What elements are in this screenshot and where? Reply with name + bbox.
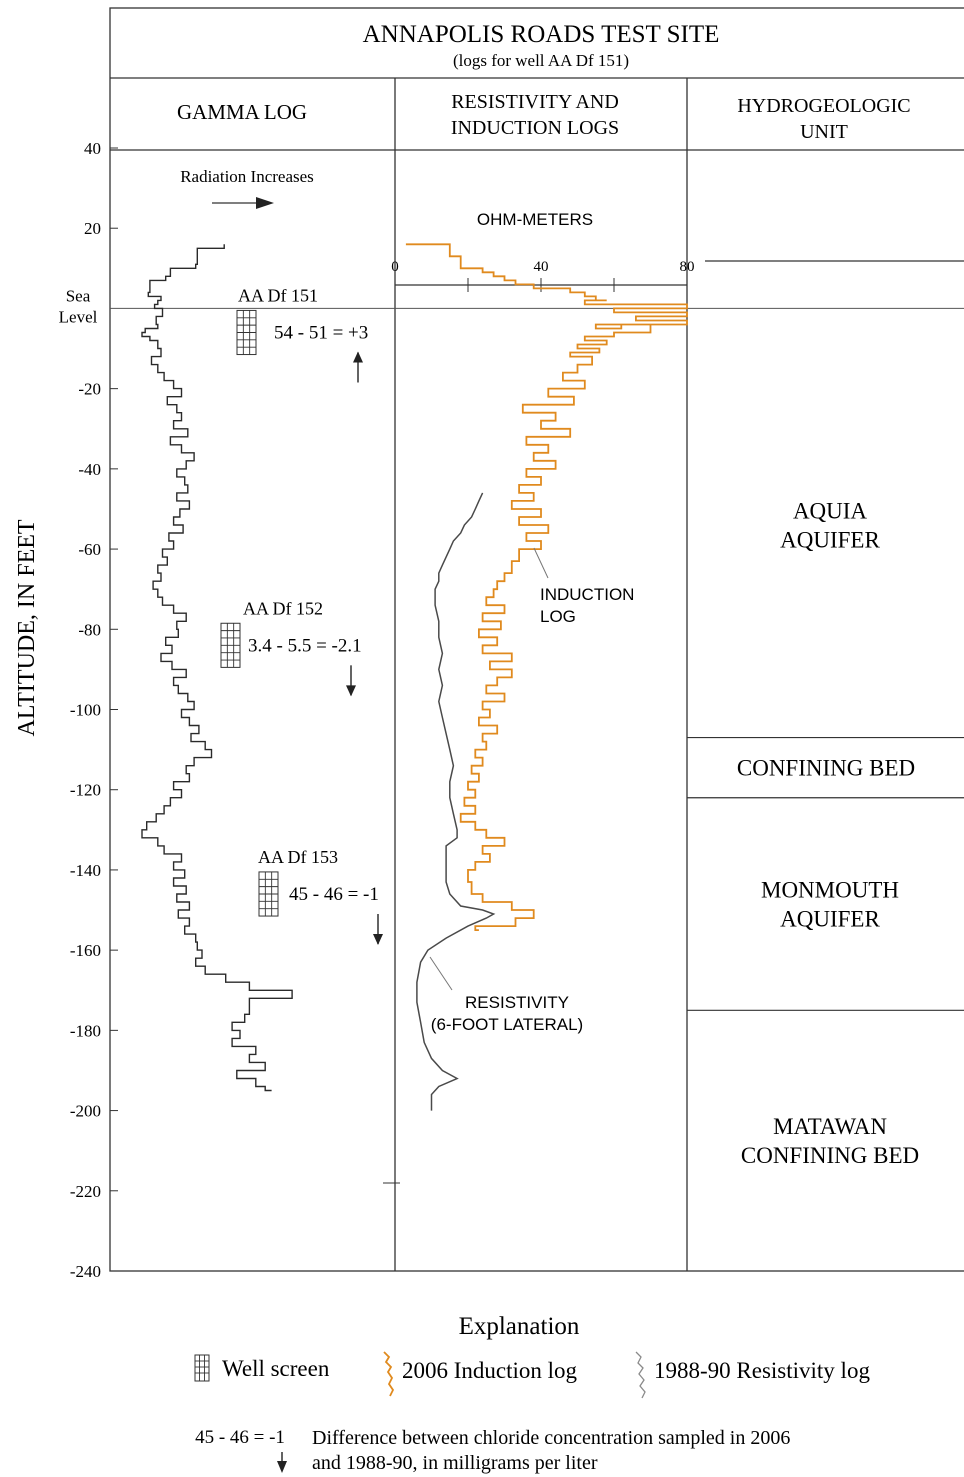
y-tick-label: -40 xyxy=(78,460,101,479)
panel-title-units-line2: UNIT xyxy=(800,121,848,143)
y-tick-label: -200 xyxy=(70,1102,101,1121)
chart-subtitle: (logs for well AA Df 151) xyxy=(453,51,629,70)
induction-log-line xyxy=(405,243,688,931)
arrow-up-icon xyxy=(353,351,363,383)
ohm-tick-label: 40 xyxy=(534,259,549,275)
well-equation: 54 - 51 = +3 xyxy=(274,322,368,343)
unit-label: CONFINING BED xyxy=(741,1143,919,1168)
y-tick-label: -140 xyxy=(70,861,101,880)
unit-label: AQUIFER xyxy=(780,907,880,932)
well-screen-icon xyxy=(258,871,279,917)
unit-label: CONFINING BED xyxy=(737,756,915,781)
outer-frame xyxy=(109,7,964,1272)
y-tick-label: -60 xyxy=(78,540,101,559)
legend-induction-icon xyxy=(383,1351,395,1397)
y-axis-label: ALTITUDE, IN FEET xyxy=(14,519,40,736)
panel-title-gamma: GAMMA LOG xyxy=(177,100,307,124)
unit-label: MATAWAN xyxy=(773,1114,887,1139)
well-name: AA Df 153 xyxy=(258,847,338,867)
sea-level-label-line1: Sea xyxy=(66,286,91,305)
y-tick-label: -160 xyxy=(70,941,101,960)
y-tick-label: 40 xyxy=(84,139,101,158)
legend-down-arrow-icon xyxy=(277,1452,287,1473)
legend: Explanation Well screen 2006 Induction l… xyxy=(194,1313,870,1474)
well-equation: 45 - 46 = -1 xyxy=(289,884,379,905)
legend-sample-equation: 45 - 46 = -1 xyxy=(195,1427,285,1448)
legend-item-resistivity: 1988-90 Resistivity log xyxy=(654,1358,870,1383)
ohm-tick-label: 80 xyxy=(680,259,695,275)
panel-title-resistivity-line1: RESISTIVITY AND xyxy=(451,91,619,113)
radiation-arrow-icon xyxy=(212,197,274,209)
induction-label-line2: LOG xyxy=(540,607,576,626)
legend-item-induction: 2006 Induction log xyxy=(402,1358,578,1383)
y-tick-label: -20 xyxy=(78,380,101,399)
induction-leader xyxy=(533,547,549,579)
legend-title: Explanation xyxy=(459,1313,580,1340)
well-screen-icon xyxy=(194,1354,210,1382)
chart-frame xyxy=(109,7,964,1272)
ohm-axis-label: OHM-METERS xyxy=(477,210,593,229)
well-name: AA Df 152 xyxy=(243,598,323,618)
ohm-tick-label: 0 xyxy=(391,259,399,275)
y-tick-label: 20 xyxy=(84,219,101,238)
unit-label: MONMOUTH xyxy=(761,878,899,903)
ohm-axis: 0 40 80 xyxy=(391,259,695,292)
y-tick-label: -80 xyxy=(78,620,101,639)
gamma-log-line xyxy=(141,244,293,1092)
resistivity-label-line1: RESISTIVITY xyxy=(465,993,569,1012)
y-tick-label: -120 xyxy=(70,781,101,800)
hydrogeologic-units: AQUIA AQUIFER CONFINING BED MONMOUTH AQUIFER… xyxy=(687,499,964,1168)
y-tick-label: -240 xyxy=(70,1262,101,1281)
wells: AA Df 151 54 - 51 = +3 AA Df 152 3.4 - 5.5 … xyxy=(220,285,383,945)
sea-level-label-line2: Level xyxy=(59,307,98,326)
arrow-down-icon xyxy=(373,913,383,945)
resistivity-leader xyxy=(429,956,453,991)
well-name: AA Df 151 xyxy=(238,285,318,305)
resistivity-log-line xyxy=(416,492,496,1111)
resistivity-label-line2: (6-FOOT LATERAL) xyxy=(431,1015,583,1034)
y-tick-label: -100 xyxy=(70,701,101,720)
induction-label-line1: INDUCTION xyxy=(540,585,634,604)
legend-resistivity-icon xyxy=(635,1351,646,1399)
y-tick-label: -220 xyxy=(70,1182,101,1201)
unit-label: AQUIFER xyxy=(780,528,880,553)
panel-title-units-line1: HYDROGEOLOGIC xyxy=(737,95,910,117)
chart-title: ANNAPOLIS ROADS TEST SITE xyxy=(363,21,720,48)
unit-label: AQUIA xyxy=(793,499,867,524)
radiation-note: Radiation Increases xyxy=(180,167,314,186)
y-tick-label: -180 xyxy=(70,1021,101,1040)
arrow-head xyxy=(373,933,383,945)
y-axis-ticks: 40 20 -20 -40 -60 -80 -100 -120 -140 -160 -180 -200… xyxy=(70,139,118,1281)
legend-description-line2: and 1988-90, in milligrams per liter xyxy=(312,1452,598,1474)
arrow-down-icon xyxy=(346,665,356,697)
well-screen-icon xyxy=(236,309,257,356)
well-screen-icon xyxy=(220,622,241,668)
well-equation: 3.4 - 5.5 = -2.1 xyxy=(248,635,362,656)
arrow-head xyxy=(353,351,363,363)
legend-item-well-screen: Well screen xyxy=(222,1356,330,1381)
legend-description-line1: Difference between chloride concentratio… xyxy=(312,1427,790,1449)
panel-title-resistivity-line2: INDUCTION LOGS xyxy=(451,117,619,139)
arrow-head xyxy=(346,685,356,697)
